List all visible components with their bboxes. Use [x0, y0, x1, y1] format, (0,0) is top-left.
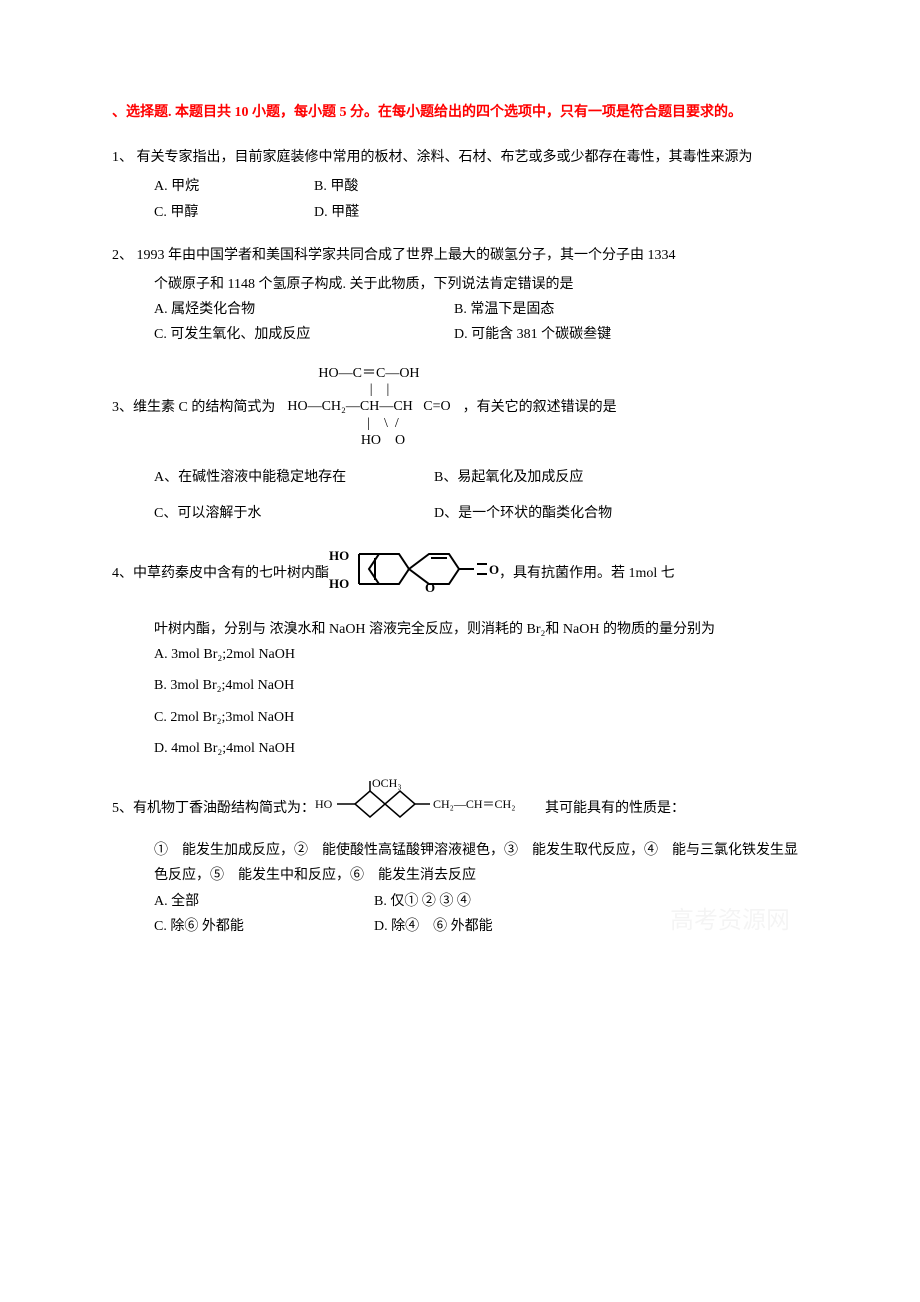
q3-opt-a: A、在碱性溶液中能稳定地存在	[154, 465, 434, 490]
q3-opt-b: B、易起氧化及加成反应	[434, 465, 583, 490]
q2-opt-c: C. 可发生氧化、加成反应	[154, 322, 454, 347]
q2-body-a: 1993 年由中国学者和美国科学家共同合成了世界上最大的碳氢分子，其一个分子由 …	[137, 248, 676, 263]
q2-opt-d: D. 可能含 381 个碳碳叁键	[454, 322, 754, 347]
q3-post: ，有关它的叙述错误的是	[463, 395, 617, 420]
q3-opt-d: D、是一个环状的酯类化合物	[434, 501, 612, 526]
q5-opt-b: B. 仅① ② ③ ④	[374, 889, 471, 914]
svg-text:CH₂―CH＝CH₂: CH₂―CH＝CH₂	[433, 797, 515, 811]
q1-text: 1、 有关专家指出，目前家庭装修中常用的板材、涂料、石材、布艺或多或少都存在毒性…	[112, 145, 808, 170]
q4-pre: 中草药秦皮中含有的七叶树内酯	[133, 561, 329, 586]
question-5: 5、 有机物丁香油酚结构简式为： OCH₃ HO CH₂―CH＝CH₂ 其可能具…	[112, 779, 808, 939]
q2-opt-a: A. 属烃类化合物	[154, 297, 454, 322]
q5-num: 5、	[112, 796, 133, 821]
question-4: 4、 中草药秦皮中含有的七叶树内酯 HO HO O	[112, 544, 808, 761]
svg-text:O: O	[425, 580, 435, 594]
q5-opt-a: A. 全部	[154, 889, 374, 914]
question-2: 2、 1993 年由中国学者和美国科学家共同合成了世界上最大的碳氢分子，其一个分…	[112, 243, 808, 348]
q3-pre: 维生素 C 的结构简式为	[133, 395, 275, 420]
svg-text:HO: HO	[315, 797, 333, 811]
svg-text:OCH₃: OCH₃	[372, 779, 402, 790]
q4-num: 4、	[112, 561, 133, 586]
q4-opt-c: C. 2mol Br₂;3mol NaOH	[112, 705, 808, 730]
question-3: 3、 维生素 C 的结构简式为 HO―C＝C―OH | | HO―CH₂―CH―…	[112, 366, 808, 526]
q1-opt-c: C. 甲醇	[154, 200, 314, 225]
q3-num: 3、	[112, 395, 133, 420]
question-1: 1、 有关专家指出，目前家庭装修中常用的板材、涂料、石材、布艺或多或少都存在毒性…	[112, 145, 808, 225]
q5-post: 其可能具有的性质是：	[545, 796, 685, 821]
q2-num: 2、	[112, 248, 133, 263]
q4-opt-a: A. 3mol Br₂;2mol NaOH	[112, 642, 808, 667]
svg-text:HO: HO	[329, 548, 349, 563]
q1-opt-d: D. 甲醛	[314, 200, 474, 225]
q1-body: 有关专家指出，目前家庭装修中常用的板材、涂料、石材、布艺或多或少都存在毒性，其毒…	[137, 150, 753, 165]
q5-opt-c: C. 除⑥ 外都能	[154, 914, 374, 939]
q4-opt-b: B. 3mol Br₂;4mol NaOH	[112, 673, 808, 698]
q4-post: ，具有抗菌作用。若 1mol 七	[499, 561, 675, 586]
q5-opt-d: D. 除④ ⑥ 外都能	[374, 914, 493, 939]
svg-text:O: O	[489, 562, 499, 577]
q1-num: 1、	[112, 150, 133, 165]
q2-text-b: 个碳原子和 1148 个氢原子构成. 关于此物质，下列说法肯定错误的是	[112, 272, 808, 297]
section-heading: 、选择题. 本题目共 10 小题，每小题 5 分。在每小题给出的四个选项中，只有…	[112, 100, 808, 125]
q5-pre: 有机物丁香油酚结构简式为：	[133, 796, 315, 821]
q1-opt-a: A. 甲烷	[154, 174, 314, 199]
q1-opt-b: B. 甲酸	[314, 174, 474, 199]
q5-structure-icon: OCH₃ HO CH₂―CH＝CH₂	[315, 779, 545, 838]
q4-opt-d: D. 4mol Br₂;4mol NaOH	[112, 736, 808, 761]
q5-list: ① 能发生加成反应，② 能使酸性高锰酸钾溶液褪色，③ 能发生取代反应，④ 能与三…	[112, 838, 808, 888]
q3-text: 3、 维生素 C 的结构简式为 HO―C＝C―OH | | HO―CH₂―CH―…	[112, 366, 808, 450]
svg-text:HO: HO	[329, 576, 349, 591]
q4-structure-icon: HO HO O O	[329, 544, 499, 603]
q5-text-a: 5、 有机物丁香油酚结构简式为： OCH₃ HO CH₂―CH＝CH₂ 其可能具…	[112, 779, 808, 838]
q4-text-a: 4、 中草药秦皮中含有的七叶树内酯 HO HO O	[112, 544, 808, 603]
q2-opt-b: B. 常温下是固态	[454, 297, 754, 322]
q2-text-a: 2、 1993 年由中国学者和美国科学家共同合成了世界上最大的碳氢分子，其一个分…	[112, 243, 808, 268]
q3-opt-c: C、可以溶解于水	[154, 501, 434, 526]
q3-formula: HO―C＝C―OH | | HO―CH₂―CH―CH C=O | \ / HO …	[275, 366, 462, 450]
q4-text-b: 叶树内酯，分别与 浓溴水和 NaOH 溶液完全反应，则消耗的 Br₂和 NaOH…	[112, 617, 808, 642]
